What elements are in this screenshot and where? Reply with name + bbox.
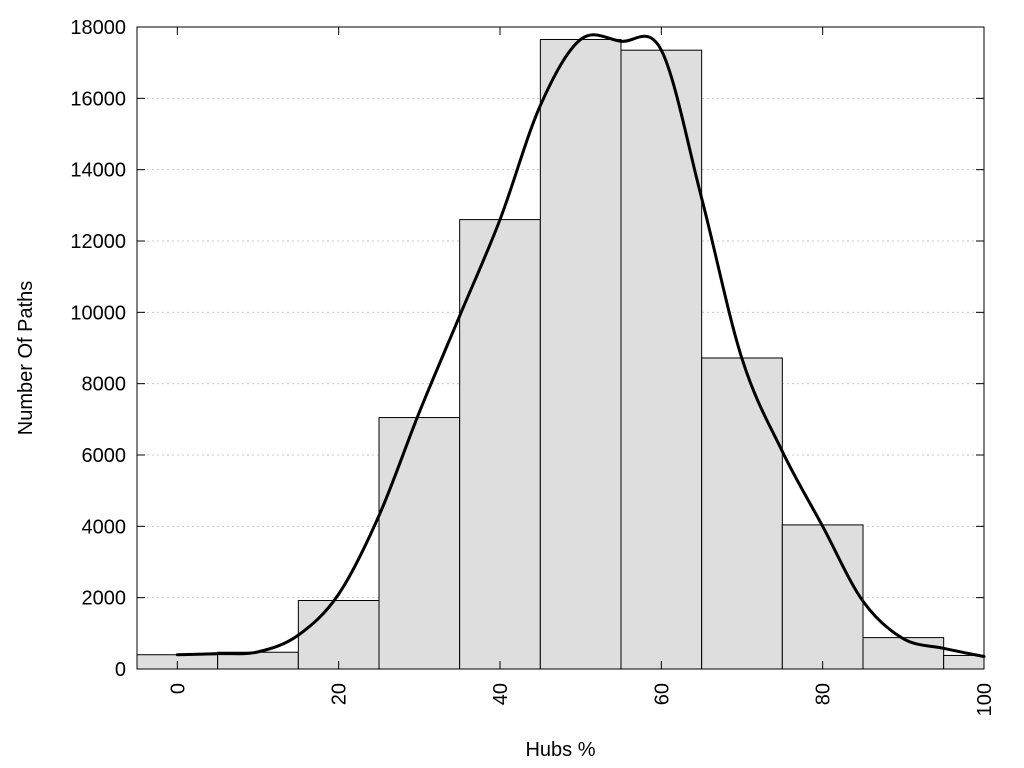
y-tick-label: 14000 xyxy=(70,160,126,182)
x-tick-label: 80 xyxy=(813,683,835,705)
histogram-bar xyxy=(620,49,703,670)
density-curve xyxy=(175,33,986,659)
histogram-bar xyxy=(297,600,380,670)
x-axis-label: Hubs % xyxy=(525,739,595,761)
y-tick-label: 18000 xyxy=(70,17,126,39)
histogram-bar xyxy=(781,524,864,670)
histogram-bars xyxy=(136,38,985,670)
y-tick-label: 8000 xyxy=(82,374,127,396)
histogram-bar xyxy=(378,417,461,670)
y-tick-label: 0 xyxy=(115,659,126,681)
histogram-bar xyxy=(943,654,985,670)
histogram-bar xyxy=(862,637,945,670)
y-tick-label: 10000 xyxy=(70,302,126,324)
x-axis: 0 20 40 60 80 100 xyxy=(167,27,996,716)
x-tick-label: 40 xyxy=(490,683,512,705)
y-tick-label: 2000 xyxy=(82,588,127,610)
x-tick-label: 100 xyxy=(974,683,996,716)
x-tick-label: 20 xyxy=(329,683,351,705)
histogram-bar xyxy=(459,219,541,670)
histogram-bar xyxy=(701,357,783,670)
y-axis: 0 2000 4000 6000 8000 10000 12000 14000 16000 180… xyxy=(70,17,984,681)
y-axis-label: Number Of Paths xyxy=(15,281,37,436)
plot-frame xyxy=(136,26,985,670)
y-tick-label: 4000 xyxy=(82,516,127,538)
x-tick-label: 0 xyxy=(167,683,189,694)
y-tick-label: 16000 xyxy=(70,88,126,110)
y-tick-label: 6000 xyxy=(82,445,127,467)
x-tick-label: 60 xyxy=(651,683,673,705)
y-tick-label: 12000 xyxy=(70,231,126,253)
histogram-bar xyxy=(539,38,622,670)
